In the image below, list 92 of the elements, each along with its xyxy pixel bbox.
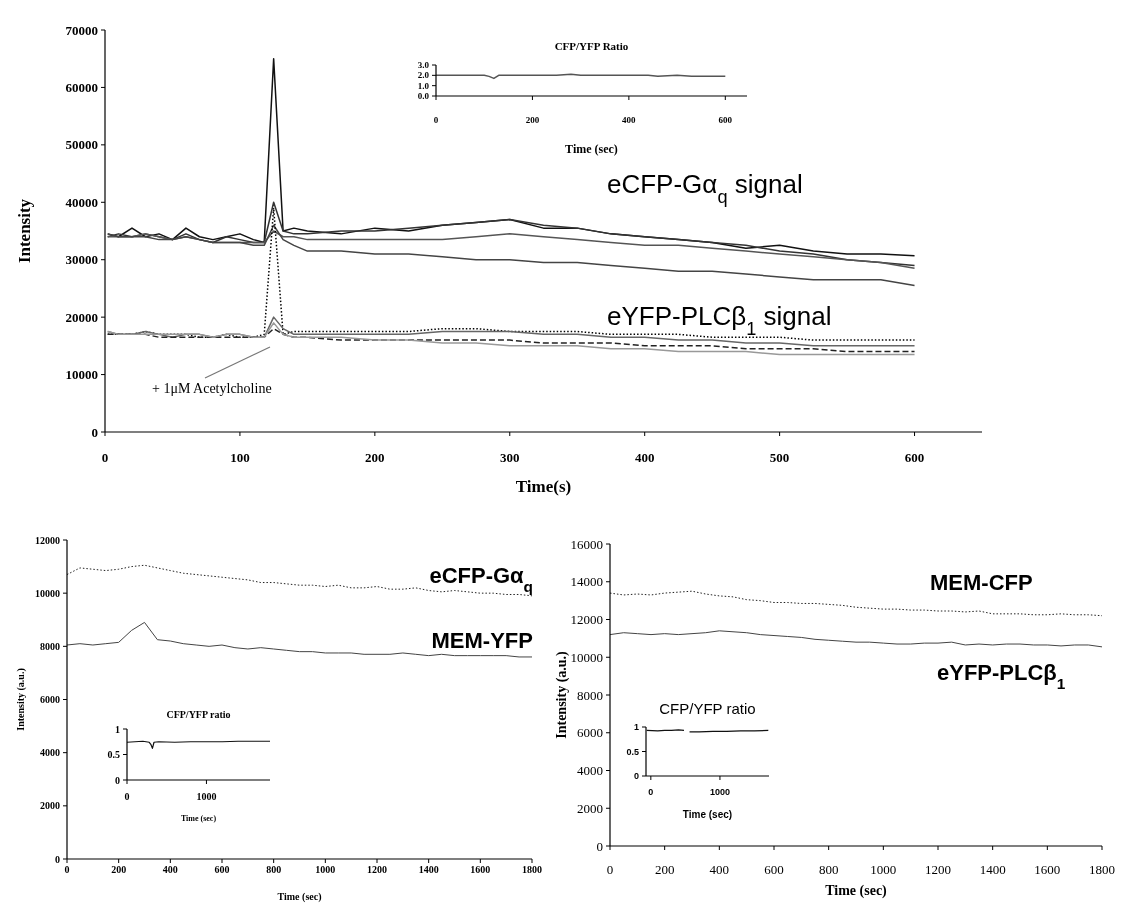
line-series (66, 621, 533, 658)
x-tick-label: 1800 (522, 864, 542, 875)
x-axis-title: Time(s) (515, 477, 572, 496)
x-tick-label: 1400 (418, 864, 439, 875)
series-label: MEM-YFP (431, 628, 533, 653)
y-tick-label: 0 (115, 774, 120, 786)
chart-title: CFP/YFP ratio (166, 709, 231, 720)
chart-title: CFP/YFP ratio (659, 700, 756, 717)
line-series (609, 630, 1103, 648)
x-axis-title: Time (sec) (277, 891, 322, 903)
y-tick-label: 40000 (65, 194, 98, 210)
annotation: + 1μM Acetylcholine (152, 381, 272, 396)
x-tick-label: 1200 (925, 862, 951, 877)
annotation: eYFP-PLCβ$_{1}$ signal (607, 301, 832, 339)
y-tick-label: 30000 (65, 252, 98, 268)
x-tick-label: 600 (718, 115, 733, 125)
x-tick-label: 1000 (315, 864, 336, 875)
y-tick-label: 4000 (40, 747, 60, 759)
x-axis-title: Time (sec) (180, 814, 217, 823)
x-tick-label: 400 (634, 450, 655, 465)
y-tick-label: 1.0 (417, 80, 430, 91)
y-tick-label: 0.5 (626, 746, 639, 757)
x-tick-label: 300 (500, 450, 520, 465)
x-tick-label: 500 (769, 450, 790, 465)
x-tick-label: 200 (365, 450, 385, 465)
x-tick-label: 1800 (1089, 862, 1115, 877)
x-tick-label: 1000 (196, 791, 217, 802)
y-tick-label: 6000 (577, 725, 603, 741)
y-tick-label: 10000 (570, 649, 603, 665)
line-series (106, 224, 916, 287)
x-tick-label: 0 (433, 115, 439, 125)
x-tick-label: 100 (230, 450, 250, 465)
y-tick-label: 6000 (40, 694, 60, 705)
y-tick-label: 4000 (577, 763, 603, 779)
x-tick-label: 1400 (979, 862, 1006, 877)
x-tick-label: 1000 (709, 787, 730, 797)
x-tick-label: 0 (648, 787, 654, 797)
x-tick-label: 400 (622, 115, 637, 125)
series-label: eCFP-Gα$_{q}$ (429, 563, 533, 595)
y-tick-label: 50000 (65, 137, 98, 153)
x-tick-label: 1600 (470, 864, 491, 875)
line-series (126, 740, 271, 749)
x-tick-label: 1600 (1034, 862, 1061, 877)
x-tick-label: 200 (525, 115, 540, 125)
y-tick-label: 3.0 (417, 60, 430, 71)
x-tick-label: 0 (606, 862, 614, 877)
y-tick-label: 8000 (577, 687, 603, 703)
y-tick-label: 12000 (570, 612, 603, 628)
x-tick-label: 800 (266, 864, 282, 875)
x-tick-label: 600 (904, 450, 925, 465)
y-tick-label: 0 (633, 771, 639, 782)
y-tick-label: 2.0 (417, 70, 430, 81)
x-tick-label: 600 (764, 862, 784, 877)
y-tick-label: 10000 (35, 587, 60, 599)
y-tick-label: 8000 (40, 640, 60, 652)
chart-title: CFP/YFP Ratio (554, 40, 629, 52)
x-axis-title: Time (sec) (565, 142, 618, 156)
y-tick-label: 14000 (570, 574, 603, 590)
y-tick-label: 0 (55, 853, 60, 865)
x-tick-label: 600 (214, 864, 230, 875)
y-tick-label: 0.5 (107, 749, 120, 760)
x-tick-label: 0 (101, 450, 109, 465)
y-axis-title: Intensity (15, 198, 34, 264)
x-tick-label: 1000 (870, 862, 897, 877)
x-tick-label: 800 (818, 862, 839, 877)
x-tick-label: 0 (124, 791, 130, 802)
x-axis-title: Time (sec) (825, 883, 888, 899)
series-label: eYFP-PLCβ$_{1}$ (937, 660, 1066, 692)
x-tick-label: 400 (709, 862, 730, 877)
y-axis-title: Intensity (a.u.) (554, 650, 570, 739)
y-tick-label: 16000 (570, 536, 603, 552)
x-tick-label: 400 (162, 864, 178, 875)
series-label: MEM-CFP (930, 570, 1033, 595)
y-tick-label: 2000 (40, 800, 60, 812)
y-tick-label: 1 (115, 723, 120, 735)
x-axis-title: Time (sec) (682, 809, 733, 820)
y-tick-label: 70000 (65, 22, 98, 38)
y-tick-label: 12000 (35, 534, 60, 546)
y-tick-label: 2000 (577, 800, 603, 816)
y-tick-label: 60000 (65, 79, 98, 95)
y-tick-label: 0.0 (417, 91, 430, 102)
y-axis-title: Intensity (a.u.) (15, 668, 27, 731)
y-tick-label: 0 (91, 424, 98, 440)
y-tick-label: 20000 (65, 309, 98, 325)
x-tick-label: 200 (111, 864, 127, 875)
annotation: eCFP-Gα$_{q}$ signal (607, 169, 803, 207)
x-tick-label: 200 (654, 862, 675, 877)
y-tick-label: 10000 (65, 367, 98, 383)
y-tick-label: 1 (633, 722, 639, 733)
x-tick-label: 1200 (367, 864, 387, 875)
line-series (66, 564, 533, 597)
y-tick-label: 0 (596, 838, 603, 854)
